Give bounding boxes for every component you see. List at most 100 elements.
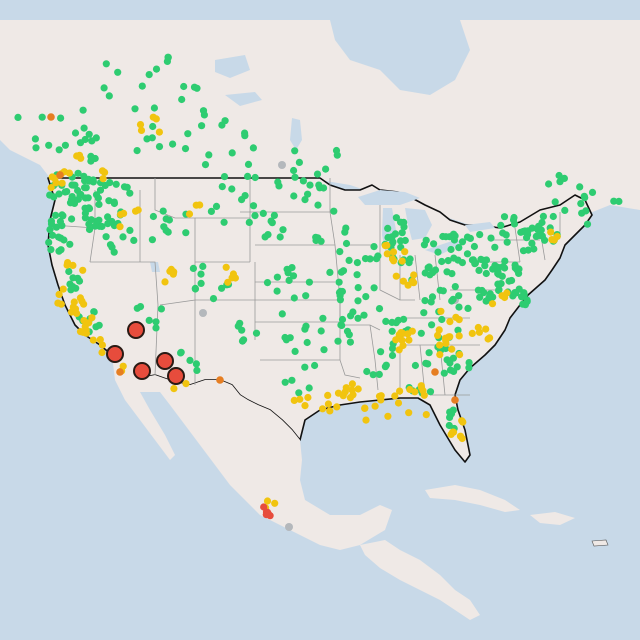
monitor-good[interactable] (305, 384, 313, 392)
monitor-good[interactable] (539, 212, 548, 220)
monitor-good[interactable] (201, 161, 210, 169)
monitor-good[interactable] (69, 274, 77, 282)
monitor-good[interactable] (349, 308, 357, 316)
monitor-good[interactable] (55, 247, 63, 255)
monitor-good[interactable] (186, 356, 194, 364)
monitor-good[interactable] (85, 225, 94, 234)
monitor-moderate[interactable] (334, 389, 343, 397)
monitor-good[interactable] (209, 295, 218, 303)
monitor-good[interactable] (290, 294, 298, 302)
monitor-good[interactable] (449, 354, 457, 362)
monitor-good[interactable] (615, 197, 623, 205)
monitor-good[interactable] (150, 104, 158, 112)
monitor-good[interactable] (95, 321, 103, 329)
monitor-good[interactable] (145, 71, 153, 79)
monitor-good[interactable] (221, 117, 229, 125)
monitor-good[interactable] (301, 196, 309, 204)
monitor-moderate[interactable] (394, 399, 403, 407)
monitor-moderate[interactable] (362, 416, 370, 424)
monitor-good[interactable] (336, 248, 344, 256)
monitor-good[interactable] (455, 303, 463, 311)
monitor-moderate[interactable] (71, 305, 80, 313)
monitor-good[interactable] (182, 229, 190, 237)
monitor-good[interactable] (85, 220, 93, 228)
monitor-good[interactable] (177, 348, 185, 356)
monitor-moderate[interactable] (488, 300, 497, 308)
monitor-good[interactable] (411, 361, 419, 370)
monitor-good[interactable] (191, 284, 199, 292)
monitor-good[interactable] (87, 157, 95, 165)
monitor-good[interactable] (45, 238, 53, 246)
monitor-good[interactable] (47, 246, 55, 254)
monitor-moderate[interactable] (290, 396, 298, 404)
monitor-good[interactable] (38, 113, 46, 121)
monitor-good[interactable] (212, 202, 221, 210)
monitor-moderate[interactable] (333, 403, 341, 411)
monitor-moderate[interactable] (405, 409, 413, 417)
monitor-good[interactable] (398, 229, 406, 237)
monitor-moderate[interactable] (547, 228, 555, 236)
monitor-moderate[interactable] (420, 391, 428, 399)
monitor-good[interactable] (330, 207, 338, 215)
unhealthy-hotspot-marker[interactable] (156, 352, 174, 370)
monitor-moderate[interactable] (458, 434, 466, 443)
monitor-good[interactable] (392, 214, 400, 222)
monitor-good[interactable] (58, 211, 66, 219)
monitor-good[interactable] (46, 226, 54, 234)
monitor-good[interactable] (381, 363, 389, 371)
monitor-moderate[interactable] (98, 167, 107, 175)
monitor-good[interactable] (320, 346, 328, 354)
monitor-usg[interactable] (47, 113, 55, 121)
monitor-moderate[interactable] (79, 328, 87, 336)
monitor-good[interactable] (440, 369, 448, 377)
monitor-good[interactable] (334, 337, 342, 345)
monitor-good[interactable] (476, 231, 484, 239)
monitor-good[interactable] (475, 266, 483, 274)
monitor-good[interactable] (189, 264, 197, 272)
monitor-good[interactable] (354, 284, 362, 292)
monitor-good[interactable] (427, 298, 435, 306)
monitor-moderate[interactable] (456, 351, 464, 359)
monitor-good[interactable] (279, 226, 287, 234)
monitor-good[interactable] (52, 211, 60, 219)
monitor-moderate[interactable] (137, 126, 146, 134)
monitor-good[interactable] (581, 194, 589, 202)
monitor-good[interactable] (155, 143, 164, 151)
monitor-moderate[interactable] (79, 266, 87, 274)
monitor-moderate[interactable] (161, 278, 169, 286)
monitor-good[interactable] (291, 173, 299, 181)
monitor-good[interactable] (400, 223, 408, 231)
monitor-unknown[interactable] (285, 523, 293, 531)
monitor-moderate[interactable] (185, 210, 194, 218)
monitor-good[interactable] (264, 231, 272, 239)
monitor-usg[interactable] (56, 171, 64, 179)
monitor-good[interactable] (291, 347, 299, 355)
monitor-good[interactable] (303, 338, 311, 347)
monitor-moderate[interactable] (271, 499, 279, 507)
monitor-good[interactable] (89, 176, 97, 184)
monitor-good[interactable] (85, 130, 93, 138)
monitor-good[interactable] (190, 83, 199, 91)
monitor-good[interactable] (74, 169, 82, 177)
monitor-good[interactable] (430, 240, 438, 248)
monitor-good[interactable] (363, 367, 371, 376)
monitor-good[interactable] (326, 268, 334, 276)
monitor-moderate[interactable] (361, 404, 369, 412)
monitor-good[interactable] (388, 239, 396, 248)
monitor-moderate[interactable] (52, 179, 60, 187)
monitor-moderate[interactable] (182, 380, 190, 388)
monitor-good[interactable] (551, 198, 559, 206)
monitor-good[interactable] (71, 129, 80, 137)
monitor-good[interactable] (448, 270, 456, 278)
monitor-good[interactable] (285, 276, 293, 284)
monitor-good[interactable] (192, 360, 200, 368)
monitor-moderate[interactable] (411, 388, 419, 396)
monitor-good[interactable] (582, 207, 590, 215)
monitor-good[interactable] (302, 292, 310, 300)
monitor-moderate[interactable] (48, 173, 56, 181)
monitor-good[interactable] (420, 309, 428, 317)
monitor-good[interactable] (85, 204, 93, 212)
monitor-good[interactable] (249, 144, 257, 152)
monitor-good[interactable] (470, 242, 478, 251)
